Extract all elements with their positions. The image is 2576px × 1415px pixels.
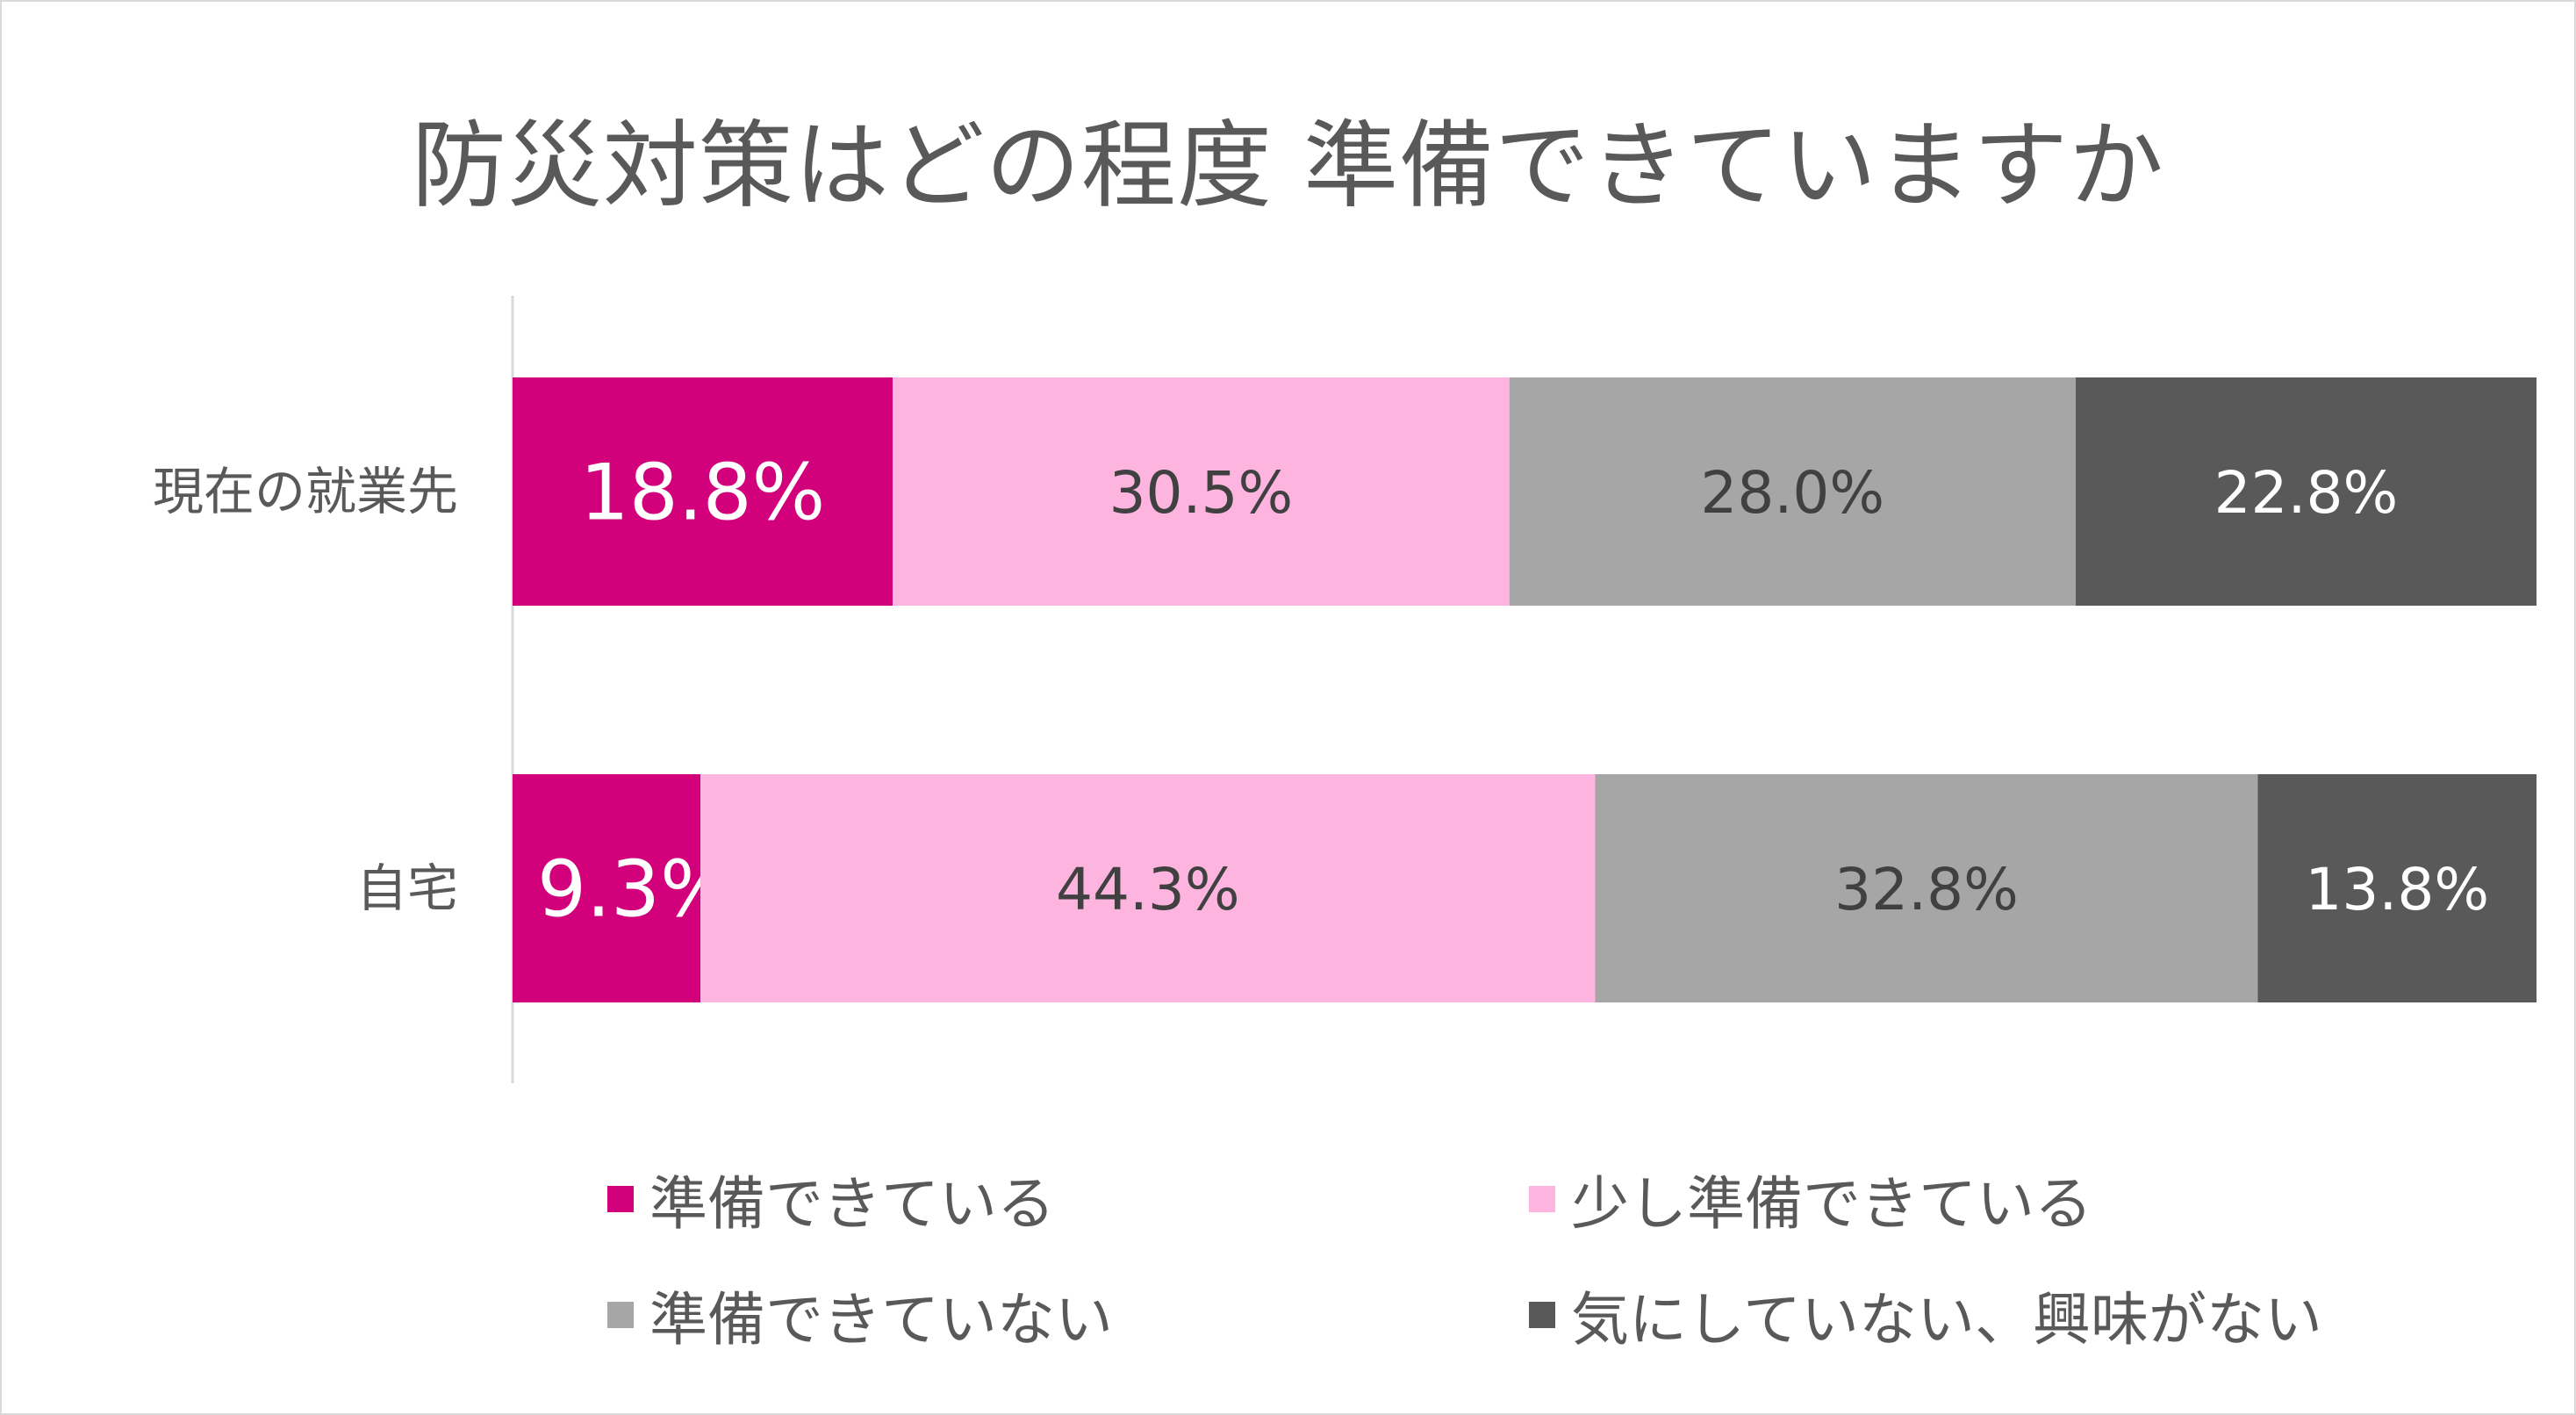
category-label: 現在の就業先 <box>153 462 458 521</box>
bar-segment <box>893 377 1510 606</box>
bar-segment <box>2257 774 2537 1002</box>
chart-title: 防災対策はどの程度 準備できていますか <box>411 111 2165 221</box>
category-label: 自宅 <box>356 858 458 918</box>
data-label: 13.8% <box>2305 856 2489 923</box>
bar-segment <box>2075 377 2537 606</box>
bar-segment <box>513 774 700 1002</box>
data-label: 44.3% <box>1056 856 1240 923</box>
bar-segment <box>1595 774 2258 1002</box>
data-label: 28.0% <box>1700 459 1884 527</box>
data-label: 32.8% <box>1834 856 2019 923</box>
data-label: 30.5% <box>1109 459 1294 527</box>
bar-segment <box>700 774 1596 1002</box>
data-label: 18.8% <box>580 448 826 538</box>
data-label: 22.8% <box>2214 459 2399 527</box>
bar-segment <box>513 377 893 606</box>
bar-segment <box>1509 377 2076 606</box>
